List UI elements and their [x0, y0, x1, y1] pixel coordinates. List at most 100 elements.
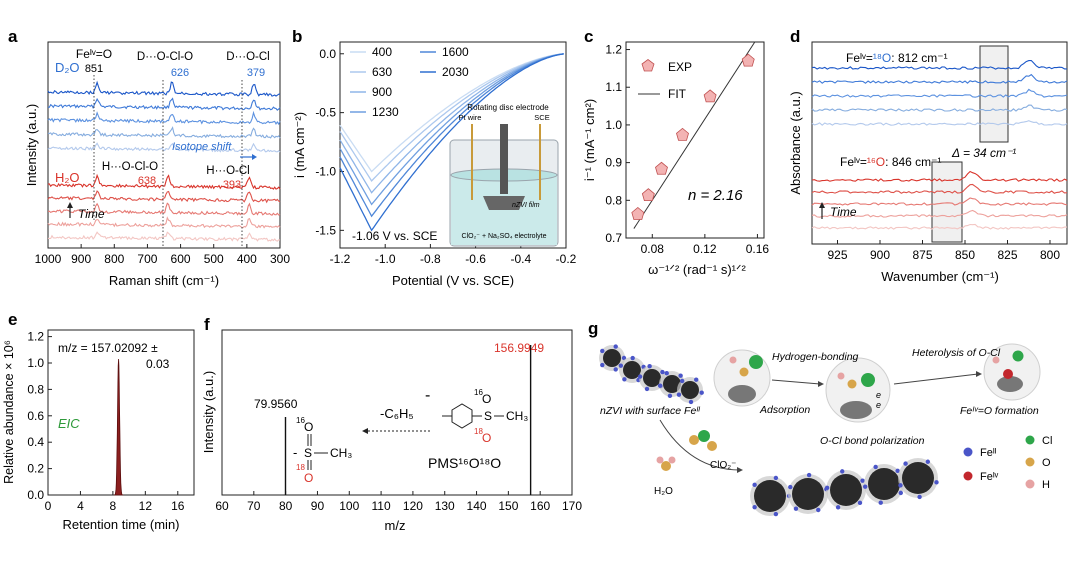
spectrum-h2o-4 — [47, 216, 281, 229]
surface-fe-1-5 — [773, 475, 779, 481]
x-tick-e-0: 0 — [45, 499, 52, 513]
surface-fe-2-3 — [618, 363, 624, 368]
surface-fe-4-1 — [657, 383, 663, 388]
axes-frame-b — [339, 41, 567, 249]
legend-exp-label: EXP — [668, 60, 692, 74]
surface-fe-3-4 — [660, 369, 665, 375]
panel-e: e 0 4 8 12 16 0.0 0.2 0.4 0.6 0.8 1.0 1.2 Retentio… — [2, 310, 195, 532]
x-tick-f-90: 90 — [311, 499, 325, 513]
legend-h: H — [1042, 479, 1050, 491]
surface-fe-2-4 — [630, 355, 635, 361]
y-tick-c-1.2: 1.2 — [605, 43, 622, 57]
label-16o-prefix: Feᴵᵛ= — [840, 155, 867, 169]
surface-fe-3-2 — [637, 374, 643, 379]
surface-fe-3-5 — [857, 500, 863, 506]
feo-iron-atom — [1003, 369, 1013, 379]
x-axis-label-c: ω⁻¹ᐟ² (rad⁻¹ s)¹ᐟ² — [648, 262, 746, 277]
kl-plot — [631, 41, 756, 229]
x-tick-d-925: 925 — [827, 248, 847, 262]
spectrum-h2o-3 — [47, 202, 281, 216]
nzvi-chain-bottom — [750, 458, 939, 517]
legend-exp-marker — [641, 59, 655, 72]
legend-o: O — [1042, 457, 1051, 469]
fit-line — [633, 41, 756, 229]
y-tick-c-0.8: 0.8 — [605, 193, 622, 207]
adsorption-particle — [728, 385, 756, 403]
legend-b: 400 630 900 1230 1600 2030 — [350, 45, 469, 119]
lsv-curves — [339, 53, 564, 232]
inset-electrode-rod — [500, 124, 508, 194]
panel-letter-d: d — [790, 27, 800, 46]
surface-fe-5-2 — [694, 377, 699, 382]
ftir-18o-3 — [811, 88, 1068, 98]
y-ticks-b: 0.0 -0.5 -1.0 -1.5 — [315, 47, 344, 237]
frag-minus: - — [293, 445, 297, 460]
arrow-head-3 — [737, 467, 743, 473]
spectrum-d2o-1 — [47, 80, 281, 97]
clo2-cl-atom — [698, 430, 710, 442]
clo2-o-atom-2 — [707, 441, 717, 451]
lsv-curve-630 — [339, 53, 564, 182]
surface-fe-5-2 — [925, 459, 931, 464]
surface-fe-2-3 — [788, 484, 793, 490]
panel-g: g nZVI with surface Feᴵᴵ e e Hydrogen-bo… — [588, 319, 1052, 517]
label-heterolysis: Heterolysis of O-Cl — [912, 347, 1001, 359]
adsorption-o-atom — [739, 367, 749, 377]
label-time-d: Time — [830, 205, 857, 219]
feo-cl-atom — [1012, 350, 1024, 362]
label-clo2: ClO₂⁻ — [710, 460, 736, 471]
surface-fe-3-3 — [840, 469, 845, 474]
surface-fe-4-4 — [898, 490, 903, 496]
surface-fe-3-3 — [647, 364, 652, 369]
frag-o-top: O — [304, 420, 313, 434]
y-tick-c-1.0: 1.0 — [605, 118, 622, 132]
particle-core-1 — [754, 480, 786, 512]
water-h-atom-1 — [656, 456, 664, 464]
surface-fe-5-1 — [679, 378, 685, 384]
y-tick-c-0.9: 0.9 — [605, 156, 622, 170]
arrow-head-1 — [818, 381, 824, 387]
ftir-18o-2 — [811, 73, 1068, 84]
x-tick-f-170: 170 — [562, 499, 582, 513]
nzvi-chain-top — [599, 344, 704, 405]
x-ticks-f: 60 70 80 90 100 110 120 130 140 150 160 170 — [215, 491, 582, 513]
arrow-adsorb-to-hbond — [771, 379, 821, 385]
loss-arrow-head — [362, 428, 368, 434]
surface-fe-2-4 — [806, 472, 812, 478]
spectrum-d2o-4 — [47, 126, 281, 139]
panel-b: b -1.2 -1.0 -0.8 -0.6 -0.4 -0.2 0.0-0.5-1.0-1… — [292, 27, 577, 288]
x-tick-b--0.2: -0.2 — [556, 252, 577, 266]
axes-frame-f — [221, 329, 573, 496]
surface-fe-1-3 — [752, 504, 757, 510]
label-16o-value: : 846 cm⁻¹ — [885, 155, 941, 169]
panel-letter-g: g — [588, 319, 598, 338]
ftir-spectra — [811, 59, 1068, 230]
x-tick-f-80: 80 — [279, 499, 293, 513]
electron-label-2: e — [876, 400, 881, 410]
label-docl: D···O-Cl — [226, 51, 269, 63]
x-axis-label-d: Wavenumber (cm⁻¹) — [881, 269, 999, 284]
legend-fe4-dot — [963, 471, 973, 481]
ftir-16o-5 — [811, 223, 1067, 230]
label-peak1: 79.9560 — [254, 397, 298, 411]
label-loss: -C₆H₅ — [380, 406, 414, 421]
x-tick-a-500: 500 — [204, 252, 224, 266]
x-tick-f-100: 100 — [339, 499, 359, 513]
legend-b-label-1230: 1230 — [372, 105, 399, 119]
data-point-4 — [676, 127, 689, 141]
ftir-16o-2 — [811, 183, 1068, 194]
label-hocl-o-value: 638 — [138, 175, 156, 187]
inset-sce-label: SCE — [534, 113, 549, 122]
x-ticks-e: 0 4 8 12 16 — [45, 491, 185, 513]
legend-fe2-dot — [963, 447, 973, 457]
ftir-18o-5 — [811, 120, 1068, 126]
label-h2o: H₂O — [55, 170, 80, 185]
y-tick-b--1.0: -1.0 — [315, 164, 336, 178]
panel-letter-e: e — [8, 310, 17, 329]
surface-fe-2-1 — [816, 507, 821, 513]
highlight-box-812 — [979, 45, 1009, 143]
surface-fe-2-2 — [793, 506, 799, 511]
label-polarization: O-Cl bond polarization — [820, 435, 925, 447]
label-16o: Feᴵᵛ=¹⁶O: 846 cm⁻¹ — [840, 155, 942, 169]
axes-frame-d — [811, 41, 1068, 245]
